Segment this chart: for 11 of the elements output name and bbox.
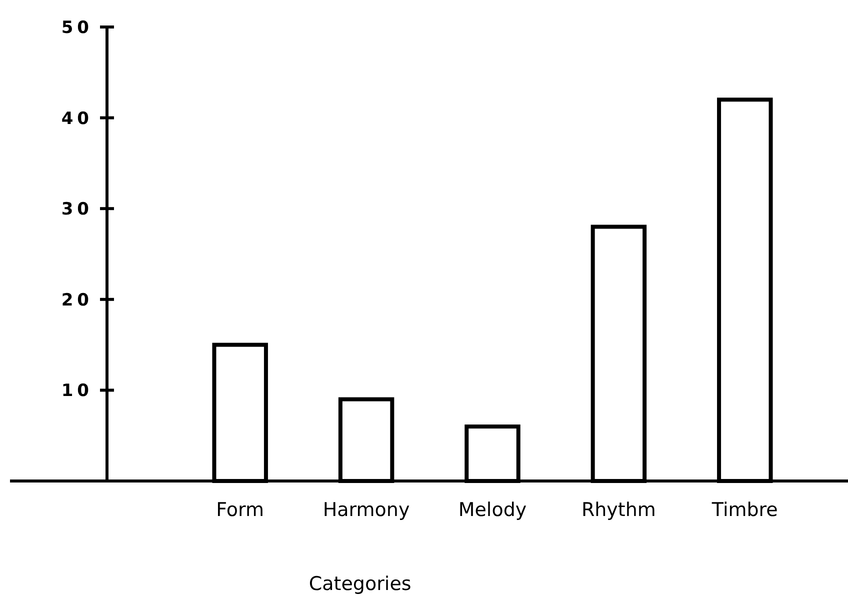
y-tick-label: 40 bbox=[61, 108, 93, 129]
y-tick-label: 20 bbox=[61, 290, 93, 310]
x-tick-label: Harmony bbox=[322, 499, 410, 521]
y-tick-label: 50 bbox=[61, 18, 93, 38]
x-tick-label: Melody bbox=[458, 499, 527, 521]
y-tick-label: 10 bbox=[61, 381, 93, 402]
x-tick-label: Form bbox=[216, 499, 264, 521]
x-tick-label: Timbre bbox=[710, 499, 778, 521]
x-tick-label: Rhythm bbox=[581, 499, 656, 521]
x-axis-title: Categories bbox=[308, 573, 412, 595]
y-tick-label: 30 bbox=[61, 200, 93, 220]
